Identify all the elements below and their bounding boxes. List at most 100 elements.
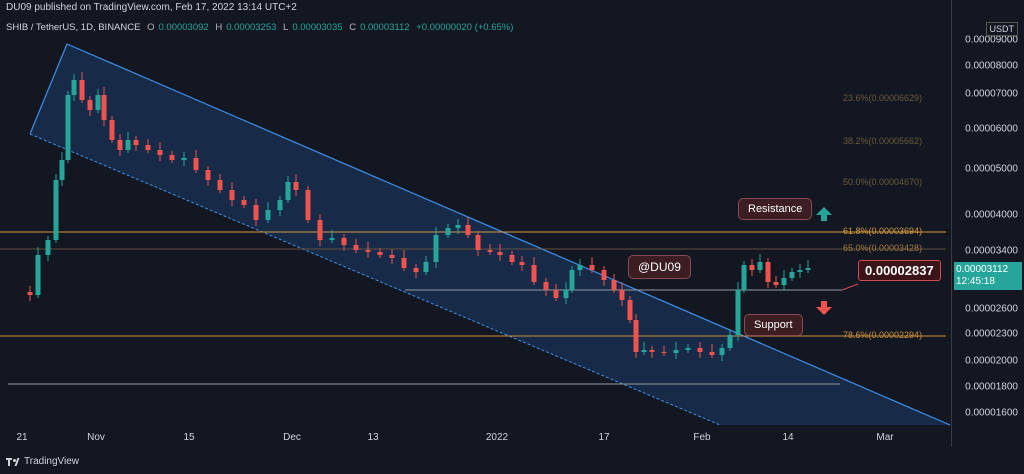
price-tick: 0.00006000: [965, 123, 1018, 135]
time-tick: Nov: [87, 432, 105, 443]
candle-body: [145, 145, 151, 150]
candle-body: [277, 200, 283, 210]
candle-body: [741, 265, 747, 290]
candle-body: [543, 282, 549, 290]
time-tick: Feb: [693, 432, 711, 443]
candle-body: [285, 182, 291, 200]
candle-body: [611, 280, 617, 290]
candle-body: [133, 140, 139, 145]
candle-body: [475, 235, 481, 250]
open-value: 0.00003092: [158, 22, 209, 33]
price-tick: 0.00002000: [965, 355, 1018, 367]
candle-body: [157, 150, 163, 155]
time-tick: 2022: [485, 432, 509, 443]
price-tick: 0.00002600: [965, 303, 1018, 315]
candle-body: [169, 155, 175, 160]
candle-body: [577, 265, 583, 270]
currency-label[interactable]: USDT: [985, 22, 1018, 36]
candle-body: [433, 235, 439, 262]
up-arrow-stem: [821, 215, 827, 221]
candle-body: [365, 250, 371, 252]
fib-label-65: 65.0%(0.00003428): [843, 243, 923, 253]
candle-body: [353, 245, 359, 250]
candle-body: [673, 350, 679, 353]
down-arrow-icon: [816, 307, 832, 315]
fib-label-786: 78.6%(0.00002294): [843, 330, 923, 340]
candle-body: [465, 225, 471, 235]
bar-countdown: 12:45:18: [956, 276, 995, 287]
tradingview-logo-icon: [6, 457, 20, 467]
candle-body: [765, 262, 771, 282]
candle-body: [563, 290, 569, 298]
candle-body: [531, 265, 537, 282]
candle-body: [627, 300, 633, 320]
candle-body: [329, 238, 335, 240]
watermark-label: @DU09: [628, 255, 691, 279]
candle-body: [749, 265, 755, 270]
callout-pointer: [841, 283, 859, 291]
high-value: 0.00003253: [226, 22, 277, 33]
down-arrow-stem: [821, 301, 827, 307]
candle-body: [377, 252, 383, 255]
candle-body: [497, 252, 503, 255]
candle-body: [401, 258, 407, 268]
last-price: 0.00003112: [956, 264, 1009, 275]
price-axis[interactable]: 0.00009000 0.00008000 0.00007000 0.00006…: [951, 0, 1024, 447]
candle-body: [709, 352, 715, 355]
price-tick: 0.00001800: [965, 381, 1018, 393]
candle-body: [35, 255, 41, 295]
candle-body: [757, 262, 763, 270]
support-label: Support: [744, 314, 803, 336]
candle-body: [619, 290, 625, 300]
resistance-label: Resistance: [738, 198, 813, 220]
price-tick: 0.00004000: [965, 209, 1018, 221]
time-tick: Mar: [876, 432, 894, 443]
candle-body: [455, 225, 461, 228]
candle-body: [193, 158, 199, 170]
candle-body: [797, 270, 803, 272]
time-tick: 17: [598, 432, 610, 443]
candle-body: [805, 268, 811, 270]
candle-body: [413, 268, 419, 272]
change-value: +0.00000020 (+0.65%): [416, 22, 514, 33]
candle-body: [789, 272, 795, 278]
last-price-tag: 0.00003112 12:45:18: [954, 262, 1022, 290]
low-value: 0.00003035: [292, 22, 343, 33]
time-tick: 14: [782, 432, 794, 443]
candle-body: [727, 335, 733, 348]
symbol-legend: SHIB / TetherUS, 1D, BINANCE O 0.00003092…: [6, 22, 517, 33]
candle-body: [109, 120, 115, 140]
price-tick: 0.00001600: [965, 407, 1018, 419]
candle-body: [773, 282, 779, 285]
candle-body: [641, 350, 647, 352]
candle-body: [305, 190, 311, 220]
symbol-label: SHIB / TetherUS, 1D, BINANCE: [6, 22, 141, 33]
time-tick: 21: [16, 432, 28, 443]
candle-body: [125, 140, 131, 150]
candle-body: [553, 290, 559, 298]
candle-body: [633, 320, 639, 352]
candle-body: [781, 278, 787, 285]
fib-lines: [0, 231, 946, 337]
candle-body: [87, 100, 93, 110]
candle-body: [27, 292, 33, 295]
candle-body: [101, 95, 107, 120]
candle-body: [589, 265, 595, 270]
candle-body: [389, 255, 395, 258]
candle-body: [697, 348, 703, 352]
time-tick: Dec: [283, 432, 301, 443]
candle-body: [117, 140, 123, 150]
low-key: L: [283, 22, 289, 33]
candle-body: [65, 95, 71, 160]
footer: TradingView: [6, 456, 79, 467]
candle-body: [649, 350, 655, 352]
candle-body: [601, 270, 607, 280]
fib-label-618: 61.8%(0.00003694): [843, 226, 923, 236]
candle-body: [719, 348, 725, 355]
price-tick: 0.00007000: [965, 88, 1018, 100]
candle-body: [519, 262, 525, 265]
candle-body: [445, 228, 451, 235]
channel-upper-line: [66, 43, 951, 426]
channel-start-line: [29, 43, 68, 135]
